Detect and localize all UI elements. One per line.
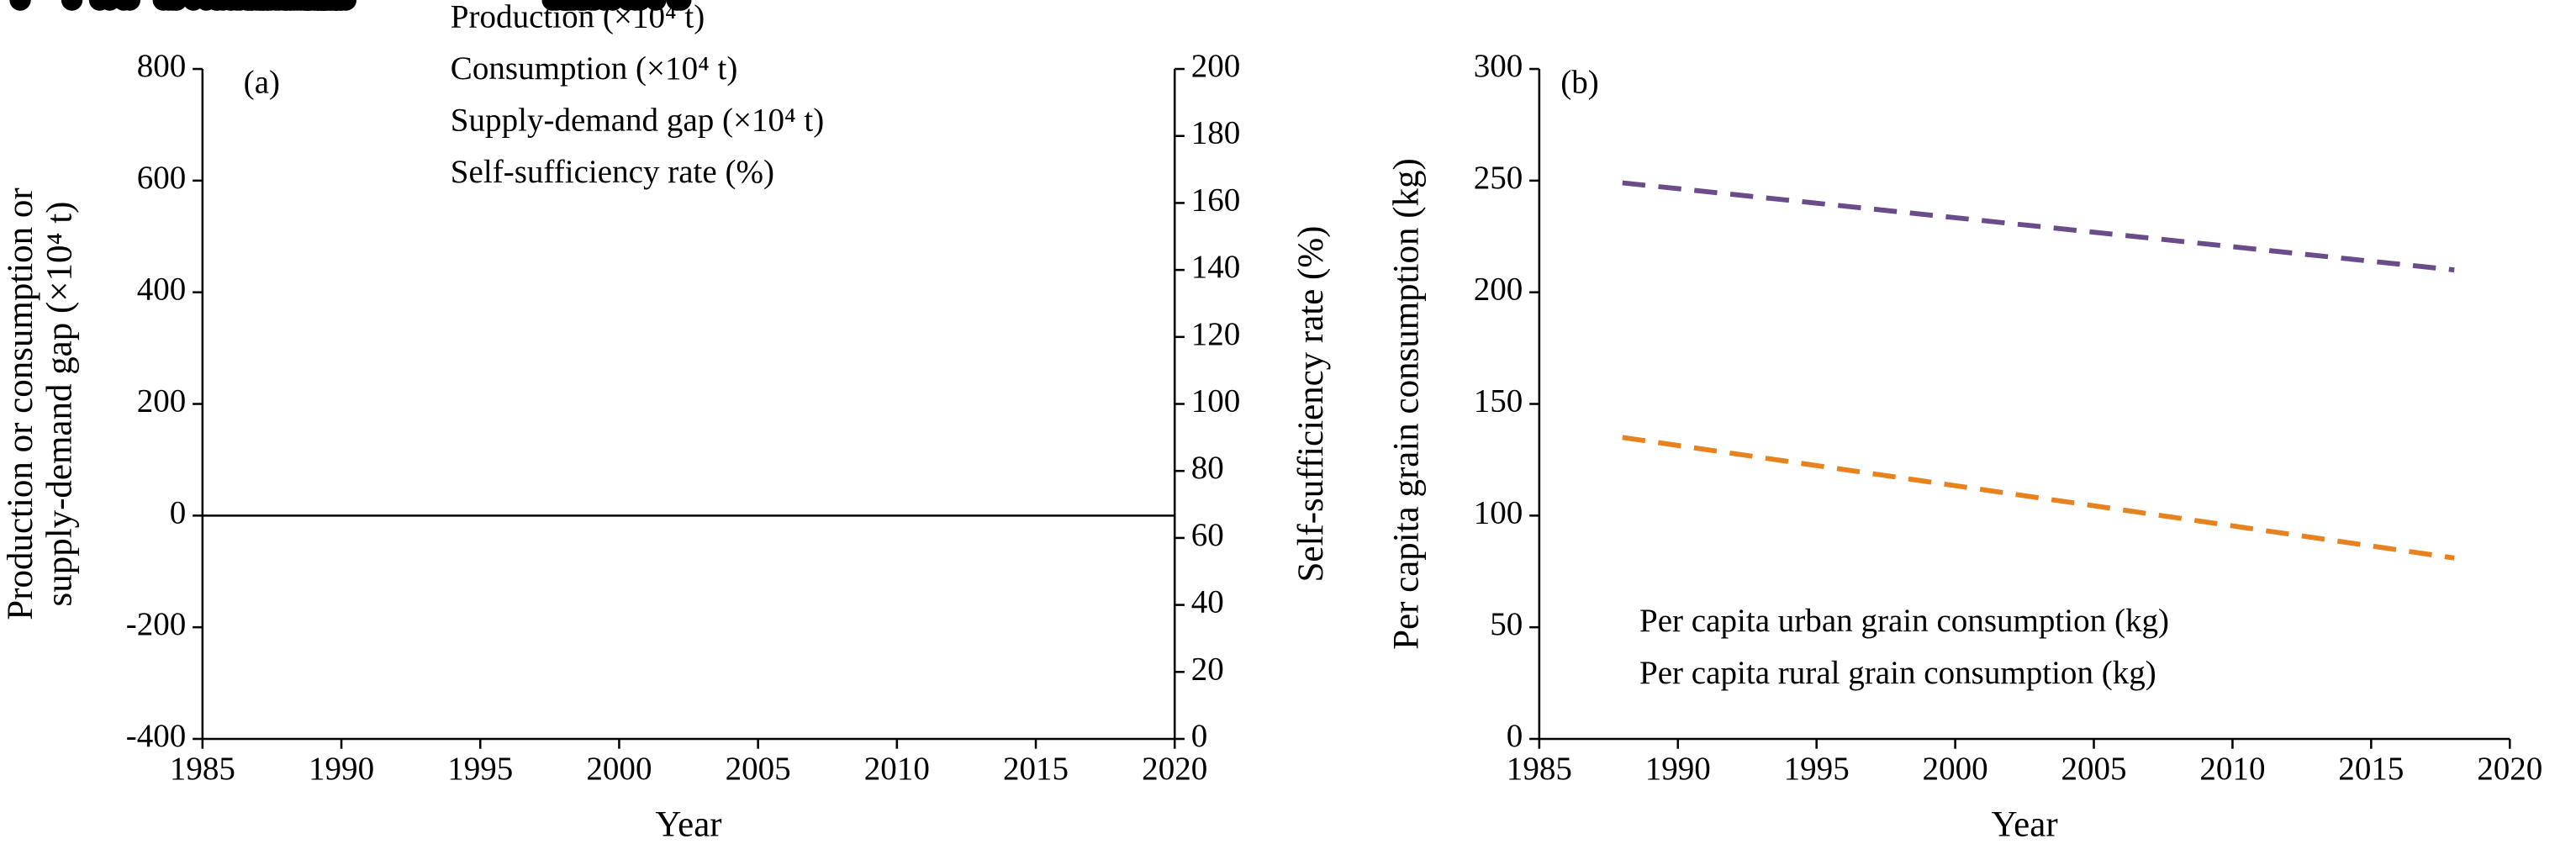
x-tick-label: 1985: [1507, 751, 1572, 787]
y2-tick-label: 20: [1191, 651, 1224, 687]
y2-tick-label: 120: [1191, 316, 1241, 352]
data-point: [645, 0, 667, 11]
trend-line: [1622, 435, 2455, 561]
x-tick-label: 1995: [447, 751, 513, 787]
y2-tick-label: 80: [1191, 450, 1224, 486]
data-point: [236, 0, 258, 11]
data-point: [272, 0, 295, 11]
legend-marker: [9, 0, 31, 11]
y-axis-label: Production or consumption or: [1, 187, 40, 620]
y2-tick-label: 160: [1191, 182, 1241, 218]
data-point: [182, 0, 204, 11]
y-tick-label: 250: [1474, 160, 1523, 196]
data-point: [552, 0, 575, 11]
x-tick-label: 2020: [2477, 751, 2542, 787]
x-axis-label: Year: [655, 804, 721, 844]
legend-label: Production (×10⁴ t): [451, 0, 705, 34]
x-tick-label: 2000: [1923, 751, 1988, 787]
x-tick-label: 2005: [2061, 751, 2126, 787]
legend-label: Self-sufficiency rate (%): [451, 154, 774, 190]
data-point: [256, 0, 278, 11]
y-tick-label: 800: [137, 48, 187, 84]
legend-marker: [113, 0, 135, 11]
y2-tick-label: 200: [1191, 48, 1241, 84]
y-tick-label: -400: [126, 718, 187, 754]
y-tick-label: 300: [1474, 48, 1523, 84]
data-point: [666, 0, 688, 11]
x-tick-label: 1985: [170, 751, 235, 787]
legend-label: Per capita urban grain consumption (kg): [1639, 603, 2169, 639]
x-axis-label: Year: [1991, 804, 2057, 844]
y2-tick-label: 180: [1191, 115, 1241, 151]
panel-label: (a): [244, 65, 280, 101]
trend-line: [1622, 180, 2455, 273]
x-tick-label: 2005: [726, 751, 791, 787]
y-tick-label: 400: [137, 272, 187, 308]
x-tick-label: 2010: [864, 751, 930, 787]
y-axis-label: supply-demand gap (×10⁴ t): [40, 202, 80, 607]
y-tick-label: 200: [137, 382, 187, 419]
y-tick-label: -200: [126, 606, 187, 642]
panel-label: (b): [1560, 65, 1599, 101]
y2-tick-label: 140: [1191, 249, 1241, 285]
legend-label: Consumption (×10⁴ t): [451, 50, 738, 87]
x-tick-label: 2015: [2338, 751, 2404, 787]
y-tick-label: 200: [1474, 272, 1523, 308]
legend-label: Per capita rural grain consumption (kg): [1639, 655, 2156, 691]
y2-tick-label: 60: [1191, 517, 1224, 553]
x-tick-label: 2010: [2199, 751, 2265, 787]
y-tick-label: 0: [1507, 718, 1523, 754]
legend-marker: [164, 0, 187, 11]
x-tick-label: 2020: [1142, 751, 1207, 787]
legend-marker: [61, 0, 83, 11]
y2-tick-label: 40: [1191, 584, 1224, 620]
y2-tick-label: 100: [1191, 382, 1241, 419]
y-axis-label: Per capita grain consumption (kg): [1386, 158, 1426, 650]
x-tick-label: 2000: [586, 751, 652, 787]
x-tick-label: 1990: [309, 751, 374, 787]
x-tick-label: 2015: [1003, 751, 1069, 787]
y-tick-label: 150: [1474, 382, 1523, 419]
data-point: [313, 0, 335, 11]
data-point: [219, 0, 241, 11]
y2-tick-label: 0: [1191, 718, 1208, 754]
y-tick-label: 0: [170, 494, 187, 530]
y-tick-label: 600: [137, 160, 187, 196]
x-tick-label: 1990: [1645, 751, 1711, 787]
y2-axis-label: Self-sufficiency rate (%): [1291, 226, 1331, 583]
y-tick-label: 50: [1490, 606, 1523, 642]
y-tick-label: 100: [1474, 494, 1523, 530]
legend-label: Supply-demand gap (×10⁴ t): [451, 102, 824, 138]
x-tick-label: 1995: [1784, 751, 1850, 787]
